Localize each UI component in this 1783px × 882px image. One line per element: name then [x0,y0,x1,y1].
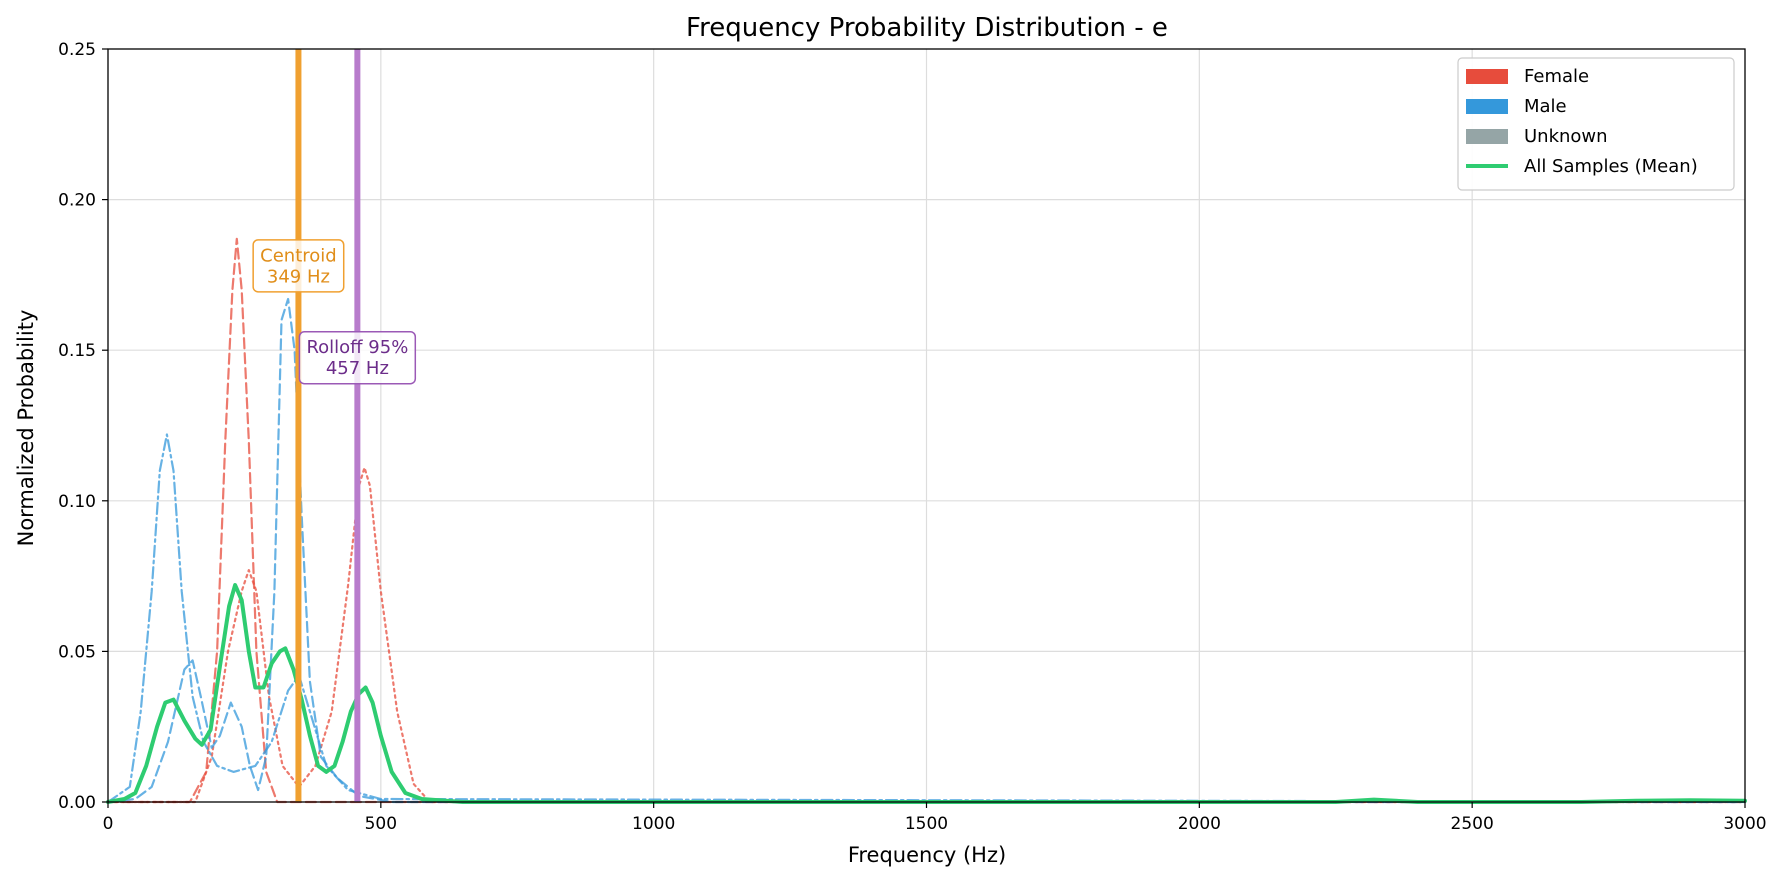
x-tick-label: 2500 [1451,814,1494,834]
series-line-0 [106,237,1747,804]
axes: 0 500 1000 1500 2000 2500 3000 0.00 0.05 0.10 0.15… [58,40,1766,834]
chart-title: Frequency Probability Distribution - e [686,13,1168,43]
x-tick-label: 1000 [632,814,675,834]
series-line-2 [106,433,1747,804]
legend-swatch [1466,99,1508,114]
annotation-text: Centroid [260,245,337,266]
legend-swatch [1466,69,1508,84]
legend-label: Male [1524,96,1567,117]
x-tick-label: 1500 [905,814,948,834]
annotation-text: 457 Hz [326,358,389,379]
series-line-1 [106,466,1747,804]
y-axis-label: Normalized Probability [14,310,38,547]
legend-item: Female [1466,66,1589,87]
y-tick-label: 0.00 [58,793,96,813]
annotation-text: 349 Hz [267,266,330,287]
x-axis-label: Frequency (Hz) [848,843,1006,867]
x-tick-label: 0 [103,814,114,834]
annotation-box [252,239,345,293]
y-tick-label: 0.05 [58,642,96,662]
legend-label: Female [1524,66,1589,87]
y-tick-label: 0.10 [58,492,96,512]
x-tick-label: 2000 [1178,814,1221,834]
reference-lines [295,49,361,802]
x-tick-label: 500 [365,814,397,834]
legend-label: Unknown [1524,126,1608,147]
legend-label: All Samples (Mean) [1524,156,1698,177]
x-tick-label: 3000 [1723,814,1766,834]
legend-item: Male [1466,96,1567,117]
legend-box [1457,57,1735,191]
y-tick-label: 0.15 [58,341,96,361]
annotation-text: Rolloff 95% [306,337,408,358]
legend-item: Unknown [1466,126,1608,147]
legend-item: All Samples (Mean) [1466,156,1698,177]
y-tick-label: 0.20 [58,191,96,211]
series-line-3 [106,297,1747,804]
legend-swatch [1466,129,1508,144]
annotation-box [298,330,417,385]
annotation-1: Rolloff 95%457 Hz [298,330,417,385]
y-tick-label: 0.25 [58,40,96,60]
grid [108,49,1745,802]
legend: Female Male Unknown All Samples (Mean) [1457,57,1735,191]
